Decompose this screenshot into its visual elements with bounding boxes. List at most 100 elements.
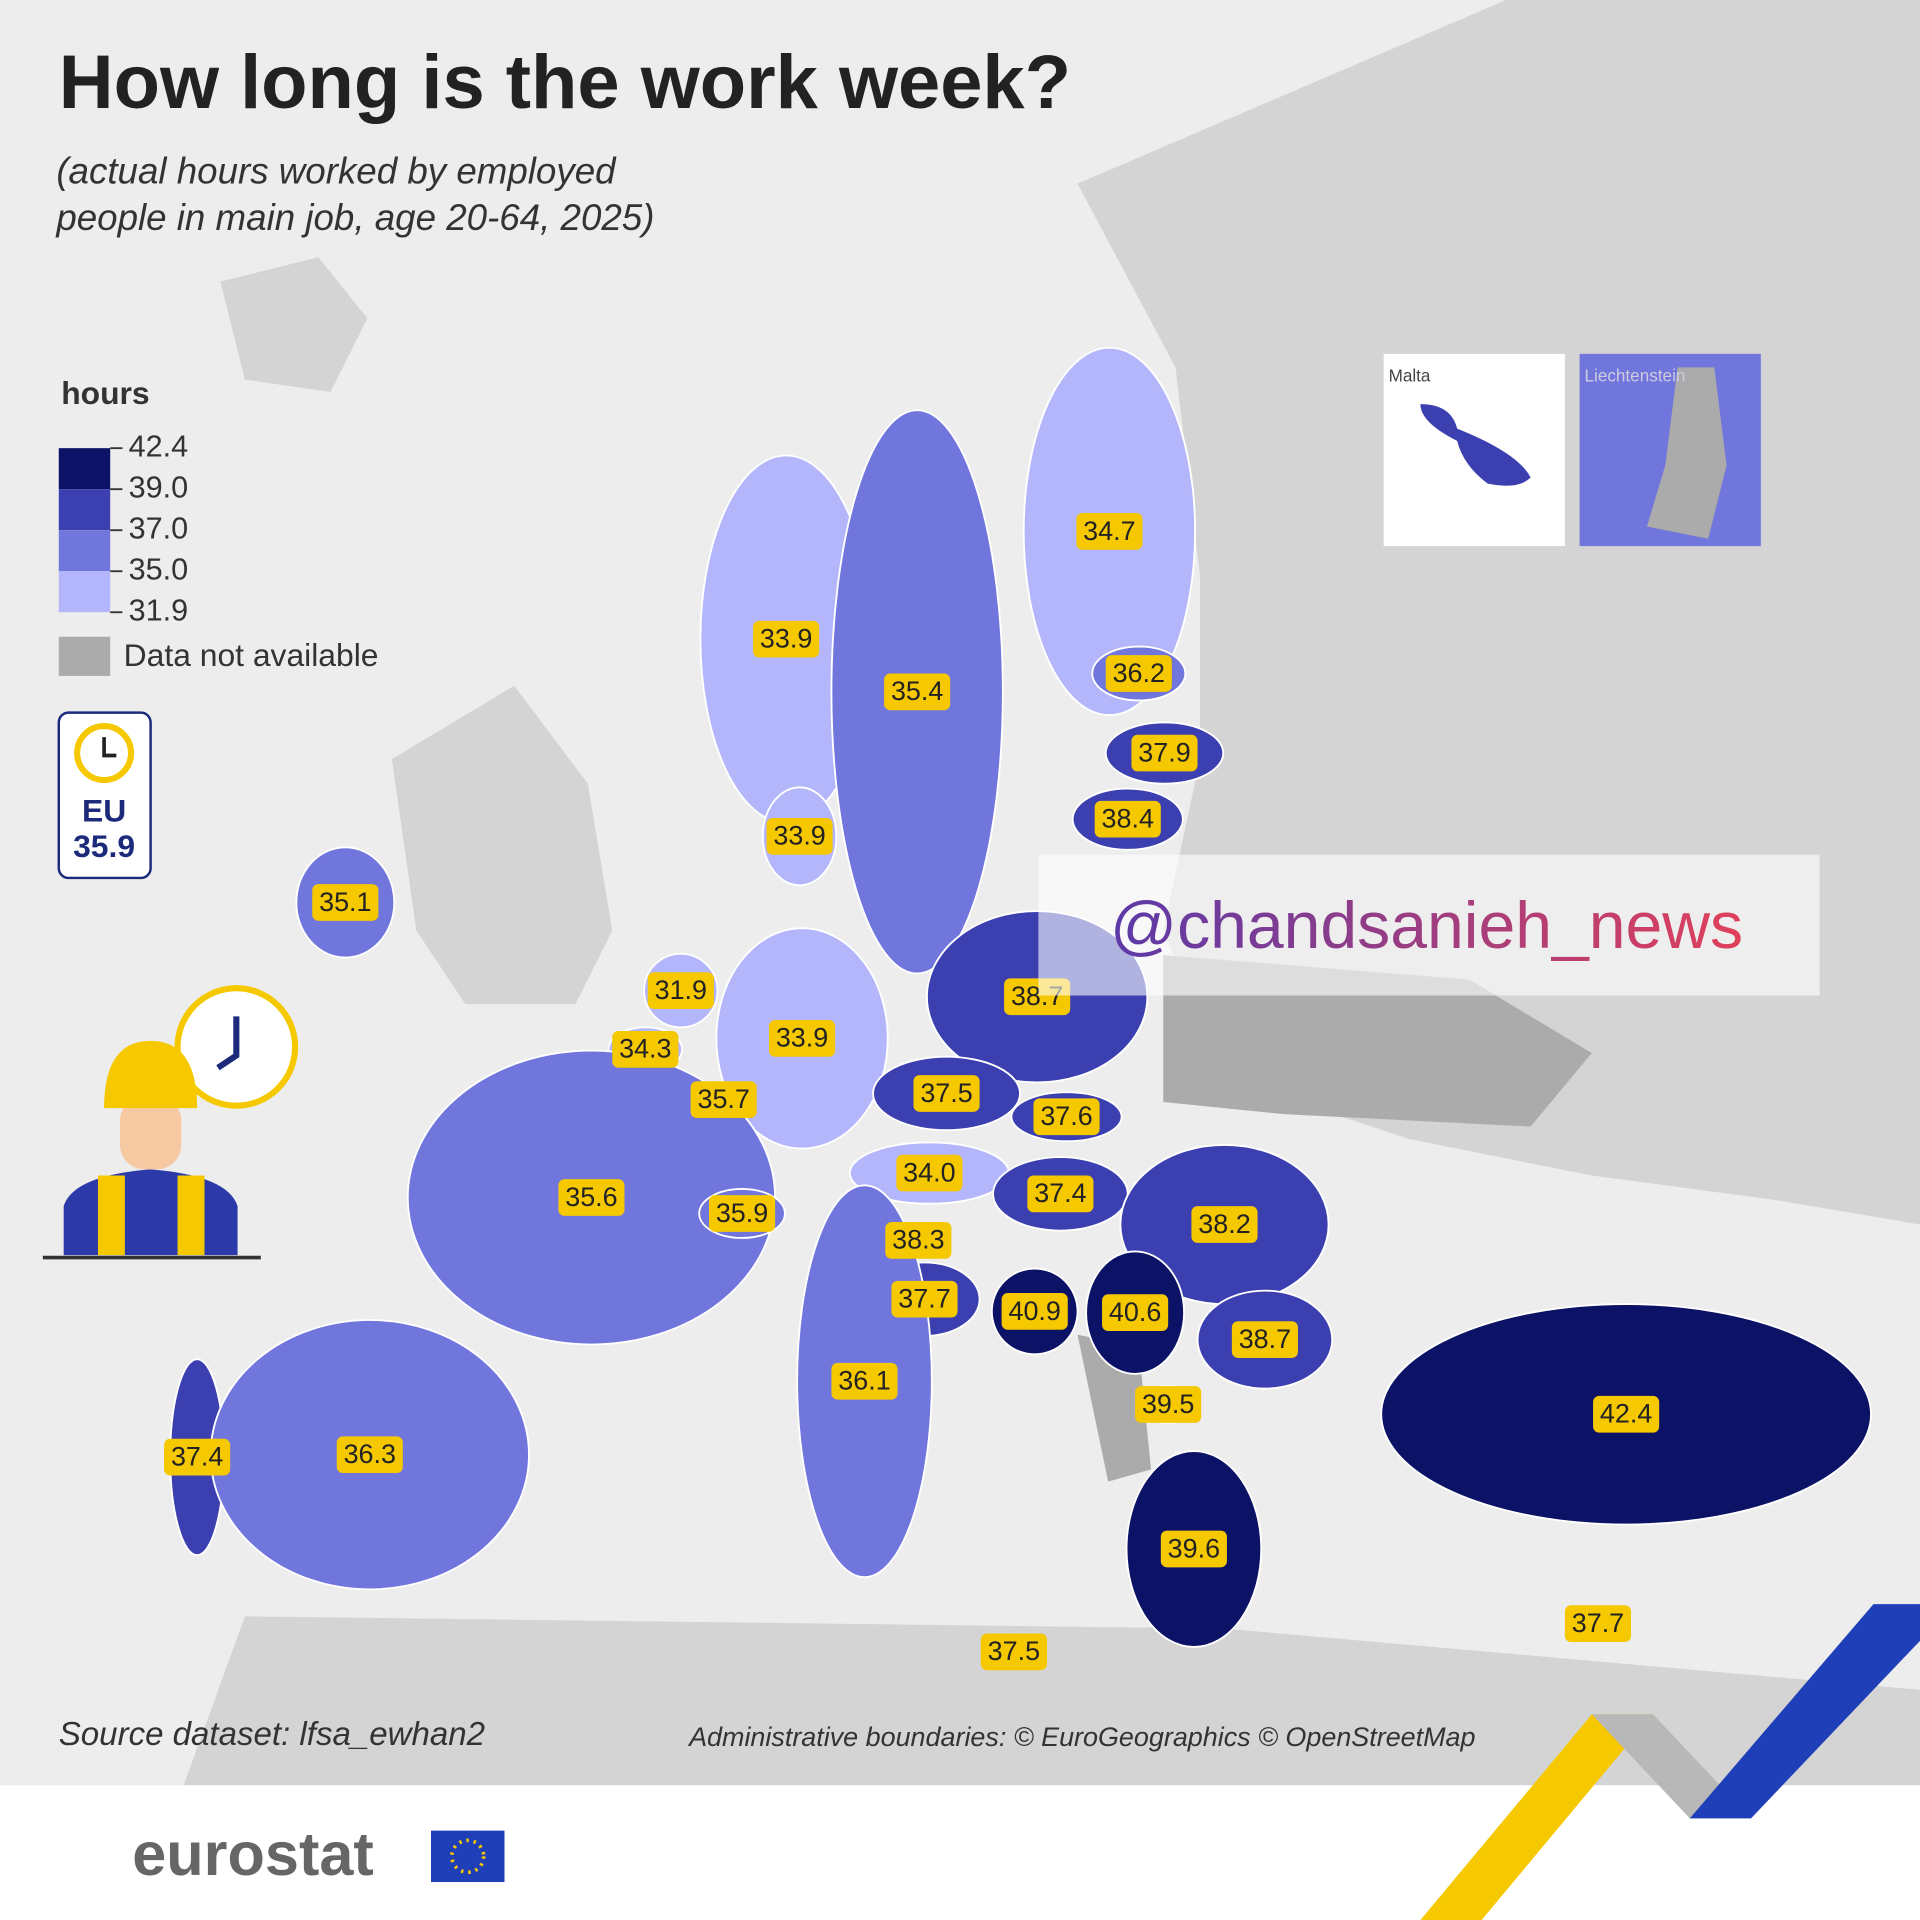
value-label: 40.9 (1008, 1296, 1060, 1326)
value-label: 38.7 (1239, 1324, 1291, 1354)
value-label-box (1160, 1530, 1227, 1568)
legend-tick-label: 42.4 (129, 429, 189, 463)
na-label: Data not available (124, 637, 379, 673)
value-label: 42.4 (1600, 1399, 1652, 1429)
value-label: 37.5 (920, 1078, 972, 1108)
value-label: 33.9 (776, 1023, 828, 1053)
value-label-box (708, 1195, 776, 1232)
value-label-box (1105, 655, 1172, 692)
value-label: 35.6 (565, 1182, 617, 1212)
value-label: 38.3 (892, 1225, 944, 1255)
value-label: 34.7 (1083, 516, 1135, 546)
value-label: 38.2 (1198, 1209, 1250, 1239)
value-label-box (891, 1280, 958, 1318)
value-label: 35.1 (319, 887, 371, 917)
eu-value: 35.9 (73, 828, 135, 864)
value-label-box (164, 1438, 231, 1476)
legend-title: hours (61, 375, 149, 411)
value-label-box (896, 1154, 963, 1192)
value-label-box (1033, 1098, 1100, 1136)
value-label-box (312, 884, 379, 921)
labels: 33.9 35.4 34.7 36.2 37.9 38.4 33.9 35.1 31.9 33.9… (164, 500, 1660, 1671)
clock-hands (102, 737, 117, 758)
value-label: 37.7 (898, 1284, 950, 1314)
value-label-box (1076, 513, 1143, 550)
legend-tick-label: 31.9 (129, 593, 189, 627)
legend-swatch (58, 571, 111, 613)
eu-stars (450, 1838, 486, 1875)
value-label-box (612, 1031, 679, 1068)
value-label-box (913, 1075, 980, 1112)
value-label: 37.5 (988, 1636, 1040, 1666)
value-label-box (766, 817, 833, 855)
value-label-box (1131, 734, 1198, 772)
value-label-box (690, 1081, 757, 1118)
source: Source dataset: lfsa_ewhan2 (59, 1716, 485, 1753)
value-label: 37.4 (171, 1441, 223, 1471)
na-swatch (58, 636, 111, 676)
value-label: 34.3 (619, 1034, 671, 1064)
value-label-box (558, 1179, 625, 1216)
value-label: 33.9 (760, 624, 812, 654)
watermark-box (1038, 854, 1820, 996)
value-label-box (831, 1362, 898, 1400)
value-label-box (980, 1633, 1047, 1671)
value-label: 35.9 (716, 1198, 768, 1228)
value-label-box (753, 620, 820, 658)
value-label: 37.4 (1034, 1178, 1086, 1208)
value-label: 39.6 (1168, 1533, 1220, 1563)
value-label: 37.9 (1138, 737, 1190, 767)
legend-swatch (58, 448, 111, 490)
brand: eurostat (132, 1820, 374, 1888)
subtitle: (actual hours worked by employed (56, 151, 617, 192)
value-label: 36.1 (838, 1366, 890, 1396)
watermark: @chandsanieh_news (1110, 889, 1743, 963)
legend-swatch (58, 530, 111, 572)
eu-label: EU (82, 792, 126, 828)
inset-label: Malta (1389, 366, 1431, 386)
stripe (1689, 1604, 1920, 1819)
value-label: 31.9 (655, 975, 707, 1005)
value-label-box (1231, 1321, 1298, 1358)
worker-icon (42, 985, 299, 1260)
stripe (1591, 1714, 1752, 1819)
footer (0, 1785, 1920, 1920)
subtitle: people in main job, age 20-64, 2025) (55, 197, 654, 238)
title: How long is the work week? (59, 40, 1071, 125)
value-label-box (884, 673, 951, 711)
value-label-box (1191, 1206, 1258, 1243)
value-label-box (1564, 1605, 1632, 1643)
value-label-box (1027, 1175, 1094, 1213)
value-label-box (1102, 1294, 1169, 1332)
value-label-box (768, 1020, 836, 1057)
legend-tick-label: 37.0 (129, 511, 189, 545)
eu-flag (431, 1830, 505, 1883)
value-label: 36.2 (1113, 658, 1165, 688)
value-label-box (1094, 800, 1161, 838)
legend: 42.4 39.0 37.0 35.0 31.9 (58, 429, 189, 627)
value-label-box (1001, 1293, 1068, 1330)
value-label: 35.7 (697, 1084, 749, 1114)
inset-label: Liechtenstein (1584, 366, 1685, 386)
value-label-box (1135, 1386, 1202, 1423)
legend-swatch (58, 489, 111, 531)
value-label-box (885, 1222, 952, 1259)
value-label: 35.4 (891, 676, 943, 706)
value-label-box (1593, 1395, 1660, 1433)
liechtenstein-shape (1646, 367, 1727, 539)
stripe (1420, 1714, 1654, 1920)
value-label: 38.4 (1102, 804, 1154, 834)
value-label: 40.6 (1109, 1297, 1161, 1327)
value-label: 36.3 (344, 1439, 396, 1469)
legend-tick-label: 39.0 (129, 470, 189, 504)
value-label: 37.7 (1572, 1608, 1624, 1638)
legend-tick-label: 35.0 (129, 552, 189, 586)
value-label: 33.9 (773, 821, 825, 851)
value-label: 34.0 (903, 1157, 955, 1187)
value-label-box (647, 972, 714, 1009)
value-label-box (336, 1436, 403, 1474)
value-label: 37.6 (1040, 1101, 1092, 1131)
value-label: 39.5 (1142, 1389, 1194, 1419)
malta-shape (1420, 404, 1531, 486)
